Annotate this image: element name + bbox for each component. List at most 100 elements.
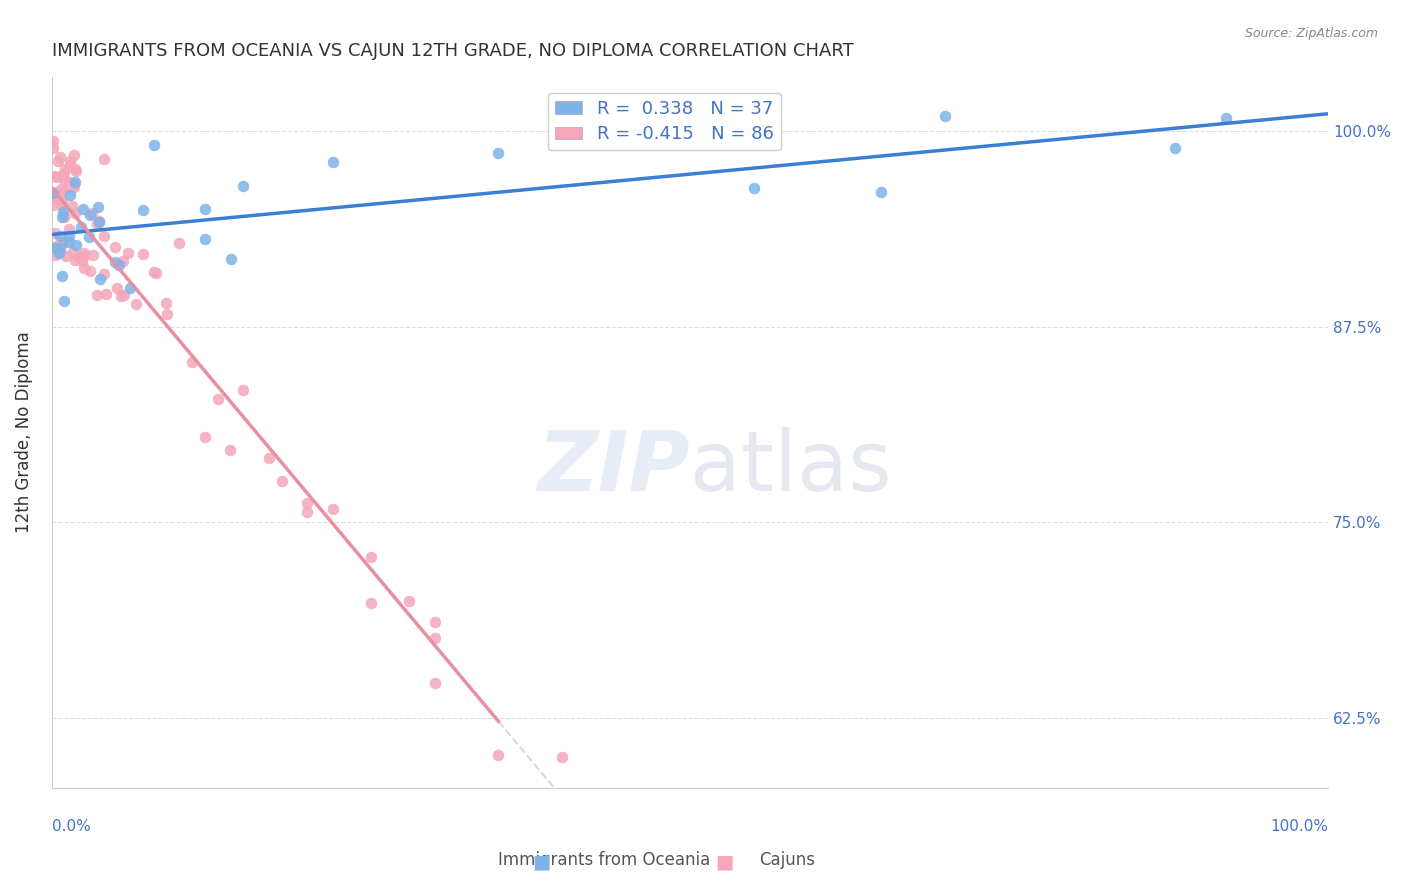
Point [132, 202, 155, 217]
Text: ■: ■ [714, 852, 734, 871]
Point [1215, 112, 1237, 126]
Text: Source: ZipAtlas.com: Source: ZipAtlas.com [1244, 27, 1378, 40]
Point [63, 252, 86, 267]
Point [63, 206, 86, 220]
Point [58, 153, 80, 168]
Point [45, 192, 67, 206]
Point [49, 151, 72, 165]
Point [59, 187, 82, 202]
Point [62, 244, 84, 259]
Point [111, 253, 134, 268]
Point [194, 429, 217, 443]
Text: IMMIGRANTS FROM OCEANIA VS CAJUN 12TH GRADE, NO DIPLOMA CORRELATION CHART: IMMIGRANTS FROM OCEANIA VS CAJUN 12TH GR… [52, 42, 853, 60]
Point [52, 209, 75, 223]
Point [87, 200, 110, 214]
Point [156, 307, 179, 321]
Point [87, 214, 110, 228]
Point [360, 596, 382, 610]
Point [42, 134, 65, 148]
Point [120, 281, 142, 295]
Point [257, 451, 280, 466]
Point [423, 615, 446, 630]
Point [55, 249, 77, 263]
Point [398, 594, 420, 608]
Point [65, 237, 87, 252]
Point [108, 258, 131, 272]
Point [49, 241, 72, 255]
Point [870, 185, 893, 199]
Point [52, 293, 75, 308]
Point [52, 204, 75, 219]
Point [49, 190, 72, 204]
Point [934, 109, 956, 123]
Point [63, 148, 86, 162]
Point [270, 474, 292, 488]
Point [104, 254, 127, 268]
Point [143, 137, 166, 152]
Point [82, 248, 104, 262]
Text: Immigrants from Oceania: Immigrants from Oceania [499, 851, 710, 869]
Point [51, 269, 73, 284]
Point [58, 175, 80, 189]
Point [207, 392, 229, 406]
Point [105, 281, 128, 295]
Point [42, 186, 65, 200]
Point [295, 496, 318, 510]
Point [53, 161, 76, 176]
Point [51, 194, 73, 209]
Point [93, 267, 115, 281]
Legend: R =  0.338   N = 37, R = -0.415   N = 86: R = 0.338 N = 37, R = -0.415 N = 86 [548, 93, 780, 151]
Point [423, 676, 446, 690]
Point [322, 155, 344, 169]
Point [58, 158, 80, 172]
Point [49, 181, 72, 195]
Point [93, 228, 115, 243]
Point [46, 169, 69, 184]
Point [70, 253, 93, 268]
Point [125, 297, 148, 311]
Point [232, 384, 254, 398]
Point [194, 232, 217, 246]
Point [63, 175, 86, 189]
Point [181, 355, 204, 369]
Point [52, 235, 75, 250]
Point [44, 248, 66, 262]
Point [73, 249, 96, 263]
Point [53, 173, 76, 187]
Point [58, 222, 80, 236]
Point [51, 210, 73, 224]
Text: atlas: atlas [690, 427, 891, 508]
Point [423, 632, 446, 646]
Point [42, 242, 65, 256]
Point [46, 154, 69, 169]
Point [232, 178, 254, 193]
Point [65, 164, 87, 178]
Point [45, 239, 67, 253]
Point [52, 165, 75, 179]
Text: 0.0%: 0.0% [52, 819, 90, 834]
Point [44, 242, 66, 256]
Point [94, 287, 117, 301]
Point [73, 260, 96, 275]
Point [62, 177, 84, 191]
Point [142, 265, 165, 279]
Point [44, 226, 66, 240]
Point [48, 245, 70, 260]
Point [79, 209, 101, 223]
Point [169, 236, 191, 251]
Point [58, 228, 80, 243]
Point [72, 202, 94, 217]
Point [65, 161, 87, 176]
Point [1164, 140, 1187, 154]
Text: ■: ■ [531, 852, 551, 871]
Point [86, 287, 108, 301]
Point [49, 198, 72, 212]
Point [145, 266, 167, 280]
Point [52, 210, 75, 224]
Point [52, 235, 75, 249]
Point [322, 502, 344, 516]
Point [77, 230, 100, 244]
Point [360, 550, 382, 565]
Text: 100.0%: 100.0% [1270, 819, 1329, 834]
Point [67, 249, 90, 263]
